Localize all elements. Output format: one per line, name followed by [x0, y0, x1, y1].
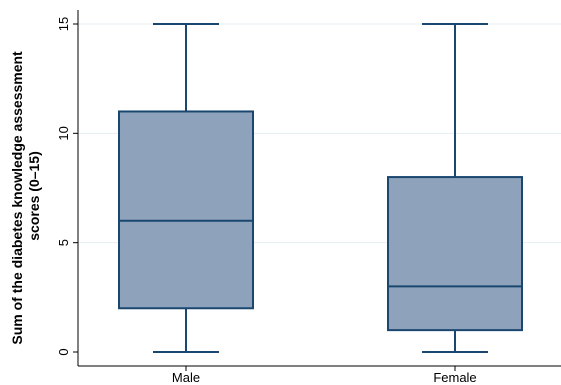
labels: 0 5 10 15 Male Female — [56, 17, 477, 385]
y-axis-label-line-1: Sum of the diabetes knowledge assessment — [9, 51, 25, 345]
box-female — [387, 23, 523, 353]
box-male — [118, 23, 254, 353]
iqr-box-male — [118, 110, 254, 310]
y-tick-label-0: 0 — [56, 348, 71, 355]
axes — [73, 10, 561, 371]
boxes — [118, 23, 523, 353]
y-axis-label: Sum of the diabetes knowledge assessment… — [9, 47, 42, 344]
y-tick-label-5: 5 — [56, 239, 71, 246]
x-tick-label-female: Female — [433, 370, 476, 385]
y-tick-label-15: 15 — [56, 17, 71, 31]
iqr-box-female — [387, 176, 523, 332]
y-axis-label-line-2: scores (0–15) — [26, 151, 42, 241]
x-tick-label-male: Male — [172, 370, 200, 385]
y-tick-label-10: 10 — [56, 126, 71, 140]
